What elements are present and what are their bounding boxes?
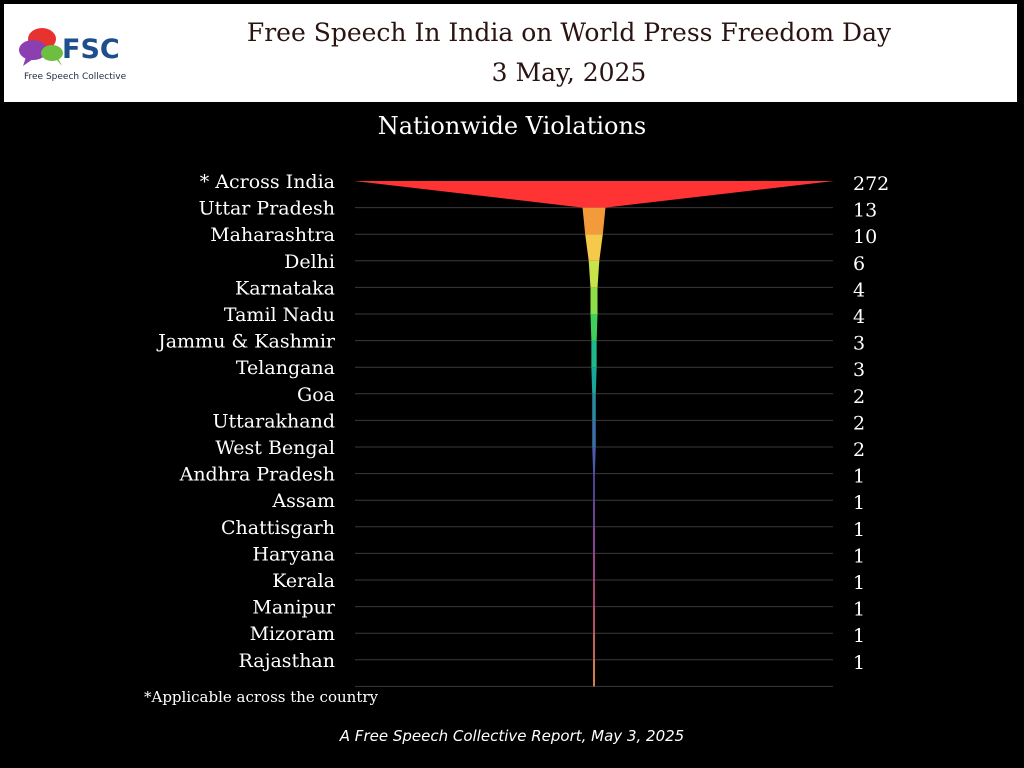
chart-title: Nationwide Violations: [377, 112, 647, 140]
category-label: * Across India: [200, 171, 335, 193]
value-label: 2: [853, 386, 865, 408]
page-date: 3 May, 2025: [491, 58, 647, 87]
funnel-segment: [593, 659, 595, 687]
funnel-segment: [593, 526, 595, 554]
footnote: *Applicable across the country: [144, 688, 378, 706]
value-label: 2: [853, 439, 865, 461]
category-label: Tamil Nadu: [224, 304, 335, 326]
speech-bubbles-icon: [19, 28, 63, 66]
funnel-segment: [592, 393, 596, 421]
funnel-segment: [588, 260, 600, 288]
footer-credit: A Free Speech Collective Report, May 3, …: [339, 727, 685, 745]
value-label: 1: [853, 625, 865, 647]
category-label: Uttarakhand: [213, 410, 336, 432]
funnel-segment: [593, 580, 595, 607]
funnel-segment: [582, 207, 606, 235]
value-label: 4: [853, 306, 865, 328]
category-label: Assam: [271, 490, 335, 512]
logo-text: FSC: [62, 34, 120, 65]
value-label: 13: [853, 200, 877, 222]
funnel-segment: [592, 420, 596, 447]
category-label: Jammu & Kashmir: [156, 331, 336, 353]
category-label: Telangana: [236, 357, 335, 379]
funnel-segment: [593, 606, 595, 634]
funnel-segment: [592, 447, 596, 474]
category-label: Karnataka: [235, 277, 335, 299]
funnel-segment: [593, 500, 595, 527]
value-label: 10: [853, 226, 877, 248]
category-label: Rajasthan: [239, 650, 335, 672]
header-banner: FSC Free Speech Collective Free Speech I…: [4, 4, 1017, 102]
value-label: 1: [853, 492, 865, 514]
category-label: West Bengal: [215, 437, 335, 459]
category-label: Mizoram: [250, 623, 335, 645]
funnel-segment: [593, 633, 595, 660]
logo-subtext: Free Speech Collective: [24, 72, 127, 82]
category-label: Manipur: [252, 597, 335, 619]
value-label: 1: [853, 652, 865, 674]
funnel-segment: [591, 367, 597, 394]
funnel-segment: [593, 473, 595, 501]
value-label: 1: [853, 466, 865, 488]
category-label: Delhi: [284, 251, 335, 273]
funnel-segment: [590, 287, 598, 314]
value-label: 1: [853, 572, 865, 594]
page-title: Free Speech In India on World Press Free…: [246, 18, 892, 47]
value-label: 3: [853, 333, 865, 355]
funnel-segment: [585, 234, 603, 261]
value-label: 1: [853, 599, 865, 621]
category-label: Uttar Pradesh: [199, 198, 335, 220]
fsc-logo: FSC Free Speech Collective: [18, 26, 158, 88]
value-label: 272: [853, 173, 889, 195]
value-label: 3: [853, 359, 865, 381]
category-label: Kerala: [272, 570, 335, 592]
funnel-segment: [354, 181, 834, 208]
category-label: Goa: [297, 384, 335, 406]
value-label: 4: [853, 279, 865, 301]
category-label: Maharashtra: [210, 224, 335, 246]
funnel-segment: [591, 340, 597, 368]
category-label: Chattisgarh: [221, 517, 335, 539]
value-label: 1: [853, 519, 865, 541]
funnel-segment: [593, 553, 595, 580]
funnel-segment: [590, 314, 598, 341]
category-label: Haryana: [252, 543, 335, 565]
category-label: Andhra Pradesh: [179, 464, 335, 486]
value-label: 2: [853, 412, 865, 434]
value-label: 6: [853, 253, 865, 275]
value-label: 1: [853, 545, 865, 567]
